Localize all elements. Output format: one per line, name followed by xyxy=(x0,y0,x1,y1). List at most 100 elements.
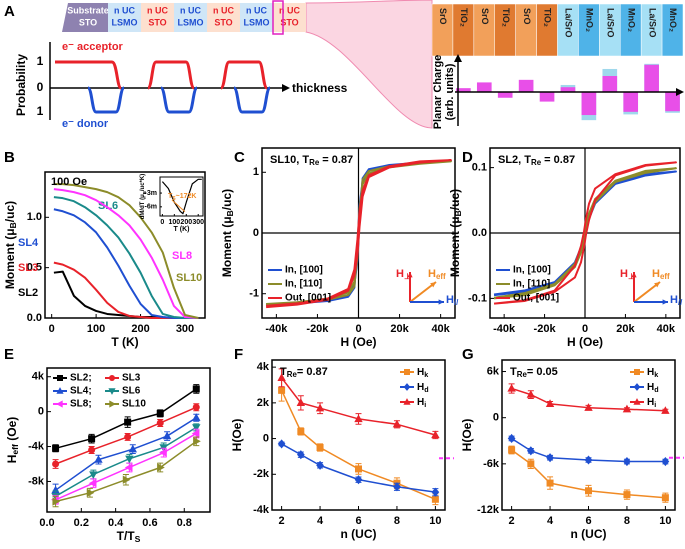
marker xyxy=(192,413,201,421)
x-tick-label: 20k xyxy=(390,323,409,335)
y-tick-label: 0 xyxy=(493,412,499,424)
y-axis-label: H(Oe) xyxy=(460,419,474,452)
x-tick-label: 0.0 xyxy=(39,517,54,529)
arrow-head xyxy=(654,282,660,288)
text-part: H xyxy=(446,294,454,306)
y-axis-label: Moment (μB/uc) xyxy=(448,189,463,277)
text-part: 100 Oe xyxy=(51,176,87,188)
text-part: T xyxy=(510,366,517,378)
bar xyxy=(497,92,513,98)
text-part: H xyxy=(652,268,660,280)
y-tick-label: 4k xyxy=(257,361,270,373)
field-label: H⊥ xyxy=(620,268,635,281)
axis-label: (arb. units) xyxy=(444,63,456,120)
text-part: T xyxy=(168,193,173,200)
marker xyxy=(52,444,60,452)
legend-label: Hd xyxy=(417,382,429,394)
y-tick-label: -0.1 xyxy=(468,292,487,304)
text-part: /uc) xyxy=(220,189,234,210)
marker xyxy=(124,418,132,426)
marker xyxy=(94,455,103,463)
marker xyxy=(546,479,554,487)
legend-marker xyxy=(56,400,63,408)
series-label: SL10 xyxy=(176,272,202,284)
series-line xyxy=(53,188,199,319)
legend-marker xyxy=(403,398,411,405)
marker xyxy=(296,450,305,460)
marker xyxy=(354,414,363,423)
category-label: TiO₂ xyxy=(501,8,511,27)
marker xyxy=(192,403,200,411)
marker xyxy=(507,383,516,392)
axis-label: thickness xyxy=(292,81,348,95)
legend-marker xyxy=(109,375,115,381)
x-tick-label: 6 xyxy=(585,515,591,527)
legend-marker xyxy=(57,375,63,381)
axis-label: Planar Charge xyxy=(432,55,444,130)
marker xyxy=(124,433,132,441)
panel-letter: E xyxy=(4,346,14,363)
layer-box xyxy=(240,3,273,32)
marker xyxy=(88,479,97,488)
arrow-head xyxy=(438,299,444,305)
field-label: H⊥ xyxy=(396,268,411,281)
annotation: e⁻ acceptor xyxy=(62,41,124,53)
legend-label: Out, [001] xyxy=(513,293,559,304)
arrow-head xyxy=(454,54,462,62)
annotation: e⁻ donor xyxy=(62,118,109,130)
legend-marker xyxy=(56,387,64,394)
marker xyxy=(585,487,592,495)
marker xyxy=(584,403,593,411)
layer-label: LSMO xyxy=(178,17,204,27)
y-tick-label: 4k xyxy=(32,371,45,383)
panel-letter: G xyxy=(462,346,474,363)
legend-label: SL6 xyxy=(122,386,141,397)
y-tick-label: -4k xyxy=(253,504,270,516)
plot-frame xyxy=(159,176,204,217)
legend-label: SL2; xyxy=(70,373,92,384)
marker xyxy=(122,475,131,484)
bar xyxy=(560,87,576,92)
text-part: H xyxy=(396,268,404,280)
marker xyxy=(661,456,670,467)
series-line xyxy=(53,183,199,319)
x-axis-label: H (Oe) xyxy=(341,335,377,349)
x-tick-label: 10 xyxy=(429,515,441,527)
y-axis-label: Moment (μB/uc) xyxy=(3,201,18,289)
text-part: (Oe) xyxy=(5,417,19,444)
x-tick-label: 6 xyxy=(355,515,361,527)
marker xyxy=(316,444,324,451)
x-axis-label: T (K) xyxy=(174,226,190,233)
text-part: = 0.05 xyxy=(527,366,558,378)
y-tick-label: -12k xyxy=(477,504,500,516)
x-tick-label: -20k xyxy=(306,323,329,335)
subscript: d xyxy=(654,385,658,394)
marker xyxy=(661,494,669,502)
marker xyxy=(507,433,516,444)
subscript: eff xyxy=(660,272,670,281)
layer-label: n UC xyxy=(180,5,201,15)
text-part: Moment (μ xyxy=(448,216,462,277)
legend-marker xyxy=(634,369,640,375)
text-part: H xyxy=(428,268,436,280)
legend-marker xyxy=(403,383,411,391)
bar xyxy=(456,88,471,92)
subscript: Re xyxy=(287,370,298,379)
subscript: eff xyxy=(436,272,446,281)
series-line xyxy=(53,208,199,319)
category-label: MnO₂ xyxy=(626,8,636,32)
x-tick-label: 8 xyxy=(624,515,630,527)
marker xyxy=(88,435,96,443)
subscript: i xyxy=(424,400,426,409)
series-label: SL8 xyxy=(172,250,192,262)
marker xyxy=(316,460,324,470)
annotation: SL10, TRe = 0.87 xyxy=(270,154,353,167)
text-part: H xyxy=(647,382,654,393)
series-line xyxy=(266,159,452,309)
layer-label: n UC xyxy=(279,5,300,15)
series-line xyxy=(511,387,666,412)
text-part: SL10, T xyxy=(270,154,309,166)
field-arrow xyxy=(633,281,661,303)
category-label: TiO₂ xyxy=(543,8,553,27)
